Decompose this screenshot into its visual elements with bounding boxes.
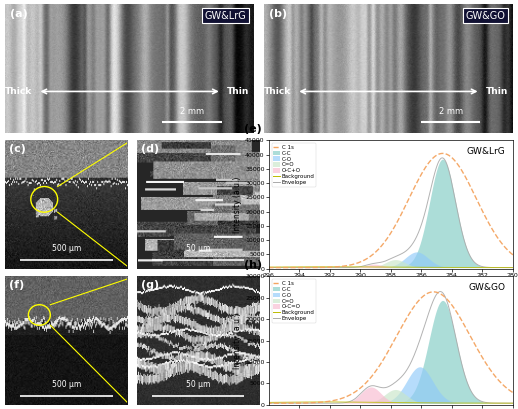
Legend: C 1s, C-C, C-O, C=O, O-C+O, Background, Envelope: C 1s, C-C, C-O, C=O, O-C+O, Background, … xyxy=(271,143,316,187)
Text: Thick: Thick xyxy=(264,87,291,96)
Text: 500 μm: 500 μm xyxy=(52,380,81,389)
Legend: C 1s, C-C, C-O, C=O, O-C=O, Background, Envelope: C 1s, C-C, C-O, C=O, O-C=O, Background, … xyxy=(271,279,316,323)
Text: 500 μm: 500 μm xyxy=(52,244,81,253)
Text: (d): (d) xyxy=(140,144,159,154)
Text: Thin: Thin xyxy=(485,87,508,96)
Text: (g): (g) xyxy=(140,280,159,290)
Text: 2 mm: 2 mm xyxy=(180,107,204,116)
Text: GW&LrG: GW&LrG xyxy=(205,11,247,20)
Text: Thick: Thick xyxy=(5,87,33,96)
X-axis label: Binding Energy (eV): Binding Energy (eV) xyxy=(353,281,429,290)
Text: (c): (c) xyxy=(9,144,26,154)
Text: 2 mm: 2 mm xyxy=(439,107,463,116)
Text: GW&GO: GW&GO xyxy=(466,11,506,20)
Text: Thin: Thin xyxy=(227,87,249,96)
Text: 50 μm: 50 μm xyxy=(186,244,210,253)
Text: (b): (b) xyxy=(269,9,287,19)
Y-axis label: Intensity (a.u.): Intensity (a.u.) xyxy=(233,176,242,233)
Text: (e): (e) xyxy=(244,124,262,134)
Text: (f): (f) xyxy=(9,280,24,290)
Text: (h): (h) xyxy=(244,260,263,270)
Text: GW&GO: GW&GO xyxy=(468,283,506,292)
Text: GW&LrG: GW&LrG xyxy=(467,147,506,156)
Text: 50 μm: 50 μm xyxy=(186,380,210,389)
Y-axis label: Intensity (a.u.): Intensity (a.u.) xyxy=(233,312,242,369)
Text: (a): (a) xyxy=(10,9,28,19)
